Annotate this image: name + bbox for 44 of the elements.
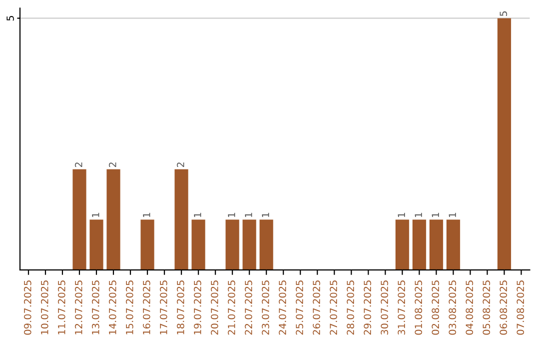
data-label: 1 — [432, 212, 439, 218]
data-label: 1 — [143, 212, 150, 218]
x-tick-label: 01.08.2025 — [414, 280, 422, 335]
x-tick-label: 13.07.2025 — [92, 280, 100, 334]
x-tick-label: 15.07.2025 — [126, 280, 134, 334]
x-tick-label: 28.07.2025 — [346, 280, 354, 335]
x-tick-label: 04.08.2025 — [466, 280, 474, 335]
x-tick-label: 05.08.2025 — [482, 280, 490, 335]
data-label: 1 — [398, 212, 405, 218]
x-tick-label: 07.08.2025 — [516, 280, 524, 335]
data-label: 1 — [194, 212, 202, 218]
x-tick-label: 02.08.2025 — [432, 280, 440, 335]
x-tick-label: 20.07.2025 — [210, 280, 218, 335]
x-tick-label: 21.07.2025 — [228, 280, 236, 335]
x-tick-label: 23.07.2025 — [262, 280, 270, 335]
data-label: 1 — [448, 212, 456, 218]
data-label: 2 — [74, 162, 82, 168]
x-tick-label: 17.07.2025 — [160, 280, 168, 334]
x-tick-label: 22.07.2025 — [244, 280, 252, 335]
data-label: 2 — [176, 162, 184, 168]
x-tick-label: 10.07.2025 — [40, 280, 48, 334]
data-label: 1 — [92, 212, 100, 218]
x-tick-label: 03.08.2025 — [448, 280, 456, 335]
data-label: 2 — [108, 162, 116, 168]
x-tick-label: 31.07.2025 — [398, 280, 406, 335]
x-tick-label: 16.07.2025 — [142, 280, 150, 334]
x-tick-label: 26.07.2025 — [312, 280, 320, 335]
data-label: 5 — [500, 11, 508, 16]
data-label: 1 — [244, 212, 252, 218]
data-label: 1 — [414, 212, 422, 218]
data-label: 1 — [228, 212, 236, 218]
x-tick-label: 14.07.2025 — [108, 280, 116, 334]
x-tick-label: 12.07.2025 — [74, 280, 82, 334]
x-tick-label: 18.07.2025 — [176, 280, 184, 334]
x-tick-label: 29.07.2025 — [364, 280, 372, 335]
data-label: 1 — [262, 212, 270, 218]
x-tick-label: 27.07.2025 — [330, 280, 338, 335]
x-tick-label: 30.07.2025 — [380, 280, 388, 335]
x-tick-label: 11.07.2025 — [58, 280, 66, 334]
x-tick-label: 06.08.2025 — [500, 280, 508, 335]
x-tick-label: 24.07.2025 — [278, 280, 286, 335]
x-tick-label: 25.07.2025 — [296, 280, 304, 335]
x-tick-label: 19.07.2025 — [194, 280, 202, 334]
x-tick-label: 09.07.2025 — [24, 280, 32, 335]
